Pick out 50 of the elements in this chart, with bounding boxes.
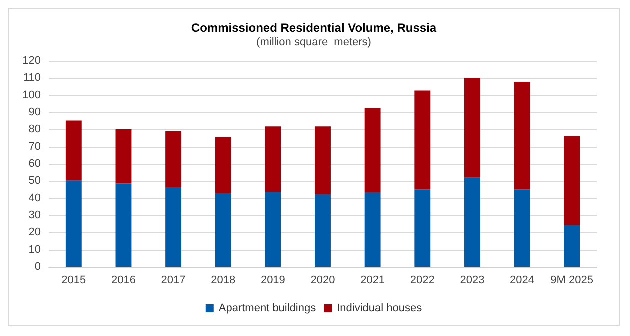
- y-tick-label: 120: [22, 55, 41, 67]
- bar: [464, 178, 480, 267]
- y-tick-label: 60: [28, 158, 41, 170]
- x-tick-label: 2023: [460, 274, 485, 286]
- y-tick-label: 100: [22, 89, 41, 102]
- bar: [564, 225, 580, 267]
- y-tick-label: 40: [28, 192, 41, 204]
- x-tick-label: 2020: [310, 274, 336, 286]
- bar: [414, 90, 431, 190]
- bar: [166, 131, 182, 188]
- bar: [66, 180, 82, 267]
- x-tick-label: 9M 2025: [550, 274, 594, 286]
- y-tick-label: 50: [28, 175, 41, 188]
- x-tick-label: 2017: [161, 274, 186, 286]
- x-tick-label: 2018: [211, 274, 236, 286]
- y-tick-label: 20: [28, 226, 41, 239]
- legend-label: Apartment buildings: [218, 302, 317, 314]
- bar: [265, 192, 282, 267]
- x-tick-label: 2022: [410, 274, 435, 286]
- y-tick-label: 30: [28, 210, 41, 222]
- y-tick-label: 110: [23, 72, 41, 84]
- x-tick-label: 2019: [260, 274, 286, 286]
- y-tick-label: 90: [28, 106, 41, 118]
- bar: [364, 108, 381, 192]
- bar: [514, 190, 530, 267]
- bar: [564, 136, 580, 226]
- chart-subtitle: (million square meters): [256, 36, 372, 48]
- y-tick-label: 10: [28, 244, 41, 256]
- x-tick-label: 2015: [62, 274, 86, 286]
- bar: [215, 193, 232, 267]
- x-tick-label: 2021: [360, 274, 386, 286]
- x-tick-label: 2024: [510, 274, 535, 286]
- bar: [215, 137, 232, 194]
- bar: [116, 129, 132, 184]
- bar: [514, 82, 530, 190]
- bar: [166, 188, 182, 267]
- y-tick-label: 0: [34, 261, 41, 273]
- y-tick-label: 80: [28, 124, 41, 136]
- y-tick-label: 70: [28, 140, 41, 153]
- bar: [364, 192, 381, 267]
- bar: [414, 190, 431, 267]
- bar: [116, 184, 132, 267]
- chart-title: Commissioned Residential Volume, Russia: [191, 21, 437, 35]
- bar: [315, 194, 331, 267]
- bar: [464, 78, 480, 178]
- x-tick-label: 2016: [111, 274, 136, 286]
- bar: [265, 126, 282, 192]
- bar: [66, 120, 82, 181]
- legend-label: Individual houses: [337, 302, 423, 314]
- bar: [315, 126, 331, 194]
